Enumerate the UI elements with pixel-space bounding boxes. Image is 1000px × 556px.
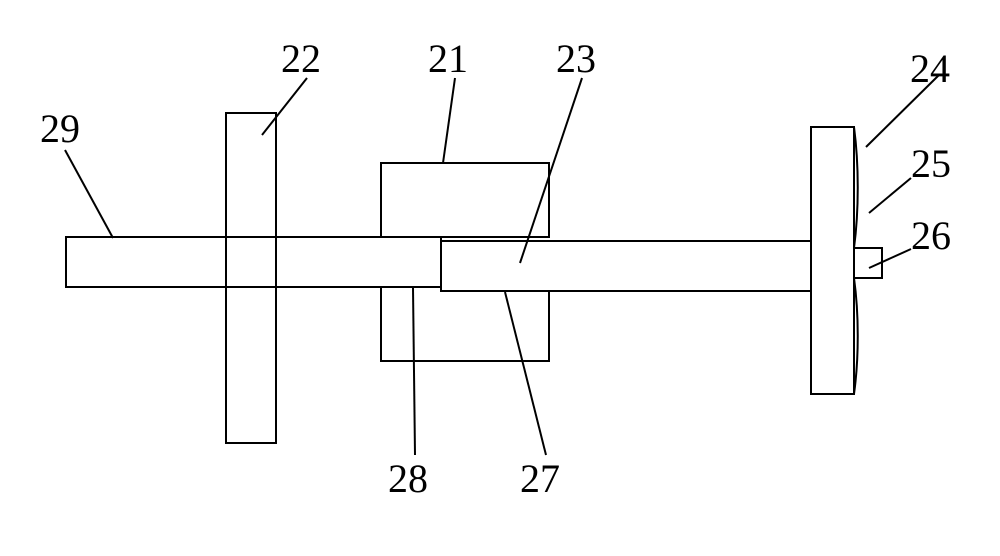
- leader-29: [65, 150, 113, 238]
- part-25-head-cap-bottom: [854, 278, 858, 394]
- leader-21: [443, 78, 455, 163]
- label-21: 21: [428, 35, 468, 82]
- part-22-vertical-bar: [226, 113, 276, 443]
- leader-22: [262, 78, 307, 135]
- label-24: 24: [910, 45, 950, 92]
- technical-diagram: [0, 0, 1000, 556]
- label-23: 23: [556, 35, 596, 82]
- part-23-shaft: [441, 241, 811, 291]
- label-26: 26: [911, 212, 951, 259]
- label-25: 25: [911, 140, 951, 187]
- part-25-head-cap-top: [854, 127, 858, 248]
- label-27: 27: [520, 455, 560, 502]
- label-28: 28: [388, 455, 428, 502]
- part-21-block-top: [381, 163, 549, 237]
- label-29: 29: [40, 105, 80, 152]
- part-27-block-bottom: [381, 287, 549, 361]
- leader-25: [869, 178, 911, 213]
- label-22: 22: [281, 35, 321, 82]
